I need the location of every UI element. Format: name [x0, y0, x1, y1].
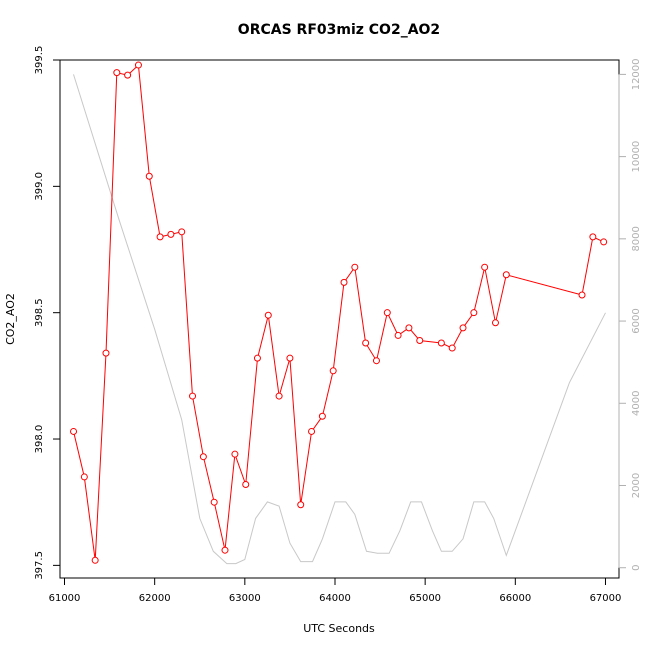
co2-point: [394, 331, 402, 339]
co2-point: [178, 228, 186, 236]
co2-point: [102, 349, 110, 357]
co2-point: [329, 367, 337, 375]
co2-point: [134, 61, 142, 69]
co2-point: [589, 233, 597, 241]
co2-point: [362, 339, 370, 347]
y-tick-label: 399.0: [34, 172, 45, 201]
co2-point: [340, 278, 348, 286]
co2-point: [91, 556, 99, 564]
co2-point: [231, 450, 239, 458]
co2-point: [189, 392, 197, 400]
co2-point: [156, 233, 164, 241]
co2-point: [297, 501, 305, 509]
co2-point: [448, 344, 456, 352]
co2-point: [351, 263, 359, 271]
co2-point: [383, 309, 391, 317]
x-axis: 61000 62000 63000 64000 65000 66000 67000: [49, 577, 622, 604]
series-layer: [70, 61, 608, 565]
co2-point: [80, 473, 88, 481]
co2-point: [308, 427, 316, 435]
x-tick-label: 65000: [409, 593, 441, 604]
x-tick-label: 66000: [499, 593, 531, 604]
co2-point: [318, 412, 326, 420]
y2-tick-label: 6000: [631, 308, 642, 333]
y2-tick-label: 4000: [631, 391, 642, 416]
co2-point: [502, 271, 510, 279]
co2-point: [113, 69, 121, 77]
co2-point: [286, 354, 294, 362]
y2-tick-label: 0: [631, 565, 642, 571]
y-tick-label: 397.5: [34, 551, 45, 580]
y2-tick-label: 12000: [631, 58, 642, 90]
y2-tick-label: 2000: [631, 473, 642, 498]
co2-point: [600, 238, 608, 246]
co2-point: [70, 427, 78, 435]
x-axis-label: UTC Seconds: [303, 622, 375, 635]
y-tick-label: 398.0: [34, 425, 45, 454]
chart-title: ORCAS RF03miz CO2_AO2: [238, 22, 440, 38]
x-tick-label: 61000: [49, 593, 81, 604]
x-tick-label: 64000: [319, 593, 351, 604]
y-axis-left: 397.5 398.0 398.5 399.0 399.5: [34, 46, 61, 580]
co2-point: [199, 453, 207, 461]
co2-point: [578, 291, 586, 299]
x-tick-label: 67000: [590, 593, 622, 604]
y-axis-label: CO2_AO2: [4, 293, 17, 345]
co2-point: [167, 230, 175, 238]
y2-tick-label: 8000: [631, 226, 642, 251]
co2-point: [253, 354, 261, 362]
co2-point: [242, 481, 250, 489]
y-tick-label: 399.5: [34, 46, 45, 75]
co2-point: [221, 546, 229, 554]
x-tick-label: 62000: [139, 593, 171, 604]
co2-point: [437, 339, 445, 347]
co2-point: [416, 336, 424, 344]
y-axis-right: 0 2000 4000 6000 8000 10000 12000: [618, 58, 642, 571]
y2-tick-label: 10000: [631, 141, 642, 173]
co2-point: [491, 319, 499, 327]
co2-point: [124, 71, 132, 79]
y-tick-label: 398.5: [34, 298, 45, 327]
co2-point: [210, 498, 218, 506]
co2-point: [372, 357, 380, 365]
altitude-line: [73, 74, 606, 565]
x-tick-label: 63000: [229, 593, 261, 604]
co2-point: [275, 392, 283, 400]
co2-point: [264, 311, 272, 319]
co2-point: [470, 309, 478, 317]
co2-point: [459, 324, 467, 332]
co2-point: [405, 324, 413, 332]
co2-line: [73, 64, 604, 561]
co2-point: [145, 172, 153, 180]
co2-point: [481, 263, 489, 271]
